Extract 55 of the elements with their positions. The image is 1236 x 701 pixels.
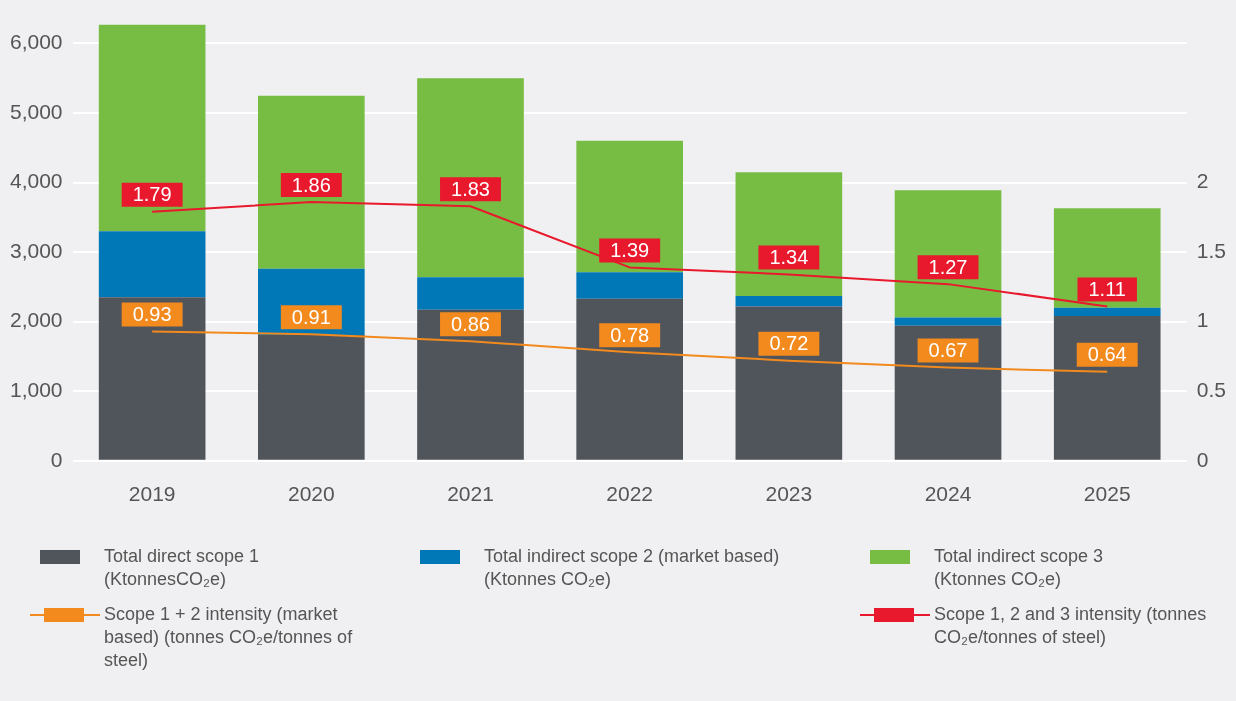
- legend-label: Total direct scope 1 (KtonnesCO₂e): [104, 545, 261, 591]
- x-tick-label: 2019: [128, 482, 176, 506]
- y2-tick-label: 0: [1196, 447, 1209, 471]
- data-label: 0.67: [928, 339, 968, 362]
- y-tick-label: 1,000: [9, 378, 63, 402]
- data-label: 1.39: [610, 238, 650, 261]
- bar: [1053, 307, 1161, 317]
- bar: [735, 172, 843, 296]
- legend-label: Scope 1, 2 and 3 intensity (tonnes CO₂e/tonnes of steel): [934, 603, 1208, 649]
- data-label: 1.11: [1088, 277, 1126, 300]
- y-tick-label: 5,000: [9, 99, 63, 123]
- x-tick-label: 2020: [287, 482, 335, 506]
- bar: [894, 317, 1002, 326]
- data-label: 0.91: [291, 305, 331, 328]
- y2-tick-label: 2: [1196, 169, 1209, 193]
- data-label: 1.79: [132, 183, 172, 206]
- x-tick-label: 2021: [447, 482, 494, 506]
- bar: [417, 78, 524, 278]
- y-tick-label: 0: [50, 447, 63, 471]
- bar: [258, 334, 365, 460]
- bar: [98, 231, 206, 298]
- bar: [894, 325, 1002, 460]
- data-label: 0.78: [610, 323, 650, 346]
- data-label: 0.93: [132, 302, 172, 325]
- data-label: 1.83: [451, 177, 490, 200]
- bar: [576, 298, 683, 460]
- legend-label: Scope 1 + 2 intensity (market based) (tonnes CO₂e/tonnes of steel): [104, 603, 354, 672]
- y2-tick-label: 1.5: [1196, 238, 1227, 262]
- bar: [576, 140, 683, 273]
- bar: [735, 306, 843, 460]
- bar: [1053, 316, 1161, 460]
- y2-tick-label: 0.5: [1196, 378, 1227, 402]
- bar: [576, 272, 683, 299]
- legend-label: Total indirect scope 3 (Ktonnes CO₂e): [934, 545, 1105, 591]
- bar: [735, 295, 843, 307]
- x-tick-label: 2025: [1083, 482, 1131, 506]
- bar: [98, 297, 206, 460]
- bar: [98, 24, 206, 232]
- legend-label: Total indirect scope 2 (market based) (Ktonnes CO₂e): [484, 545, 781, 591]
- data-label: 1.34: [769, 245, 809, 268]
- data-label: 0.64: [1087, 343, 1127, 366]
- data-label: 0.86: [451, 312, 490, 335]
- y-tick-label: 2,000: [9, 308, 63, 332]
- data-label: 0.72: [769, 332, 809, 355]
- bar: [258, 95, 365, 269]
- y-tick-label: 4,000: [9, 169, 63, 193]
- data-label: 1.86: [291, 173, 331, 196]
- y2-tick-label: 1: [1196, 308, 1209, 332]
- x-tick-label: 2023: [765, 482, 813, 506]
- data-label: 1.27: [928, 255, 968, 278]
- x-tick-label: 2022: [606, 482, 654, 506]
- y-tick-label: 6,000: [9, 30, 63, 54]
- bar: [417, 309, 524, 460]
- x-tick-label: 2024: [924, 482, 972, 506]
- y-tick-label: 3,000: [9, 238, 63, 262]
